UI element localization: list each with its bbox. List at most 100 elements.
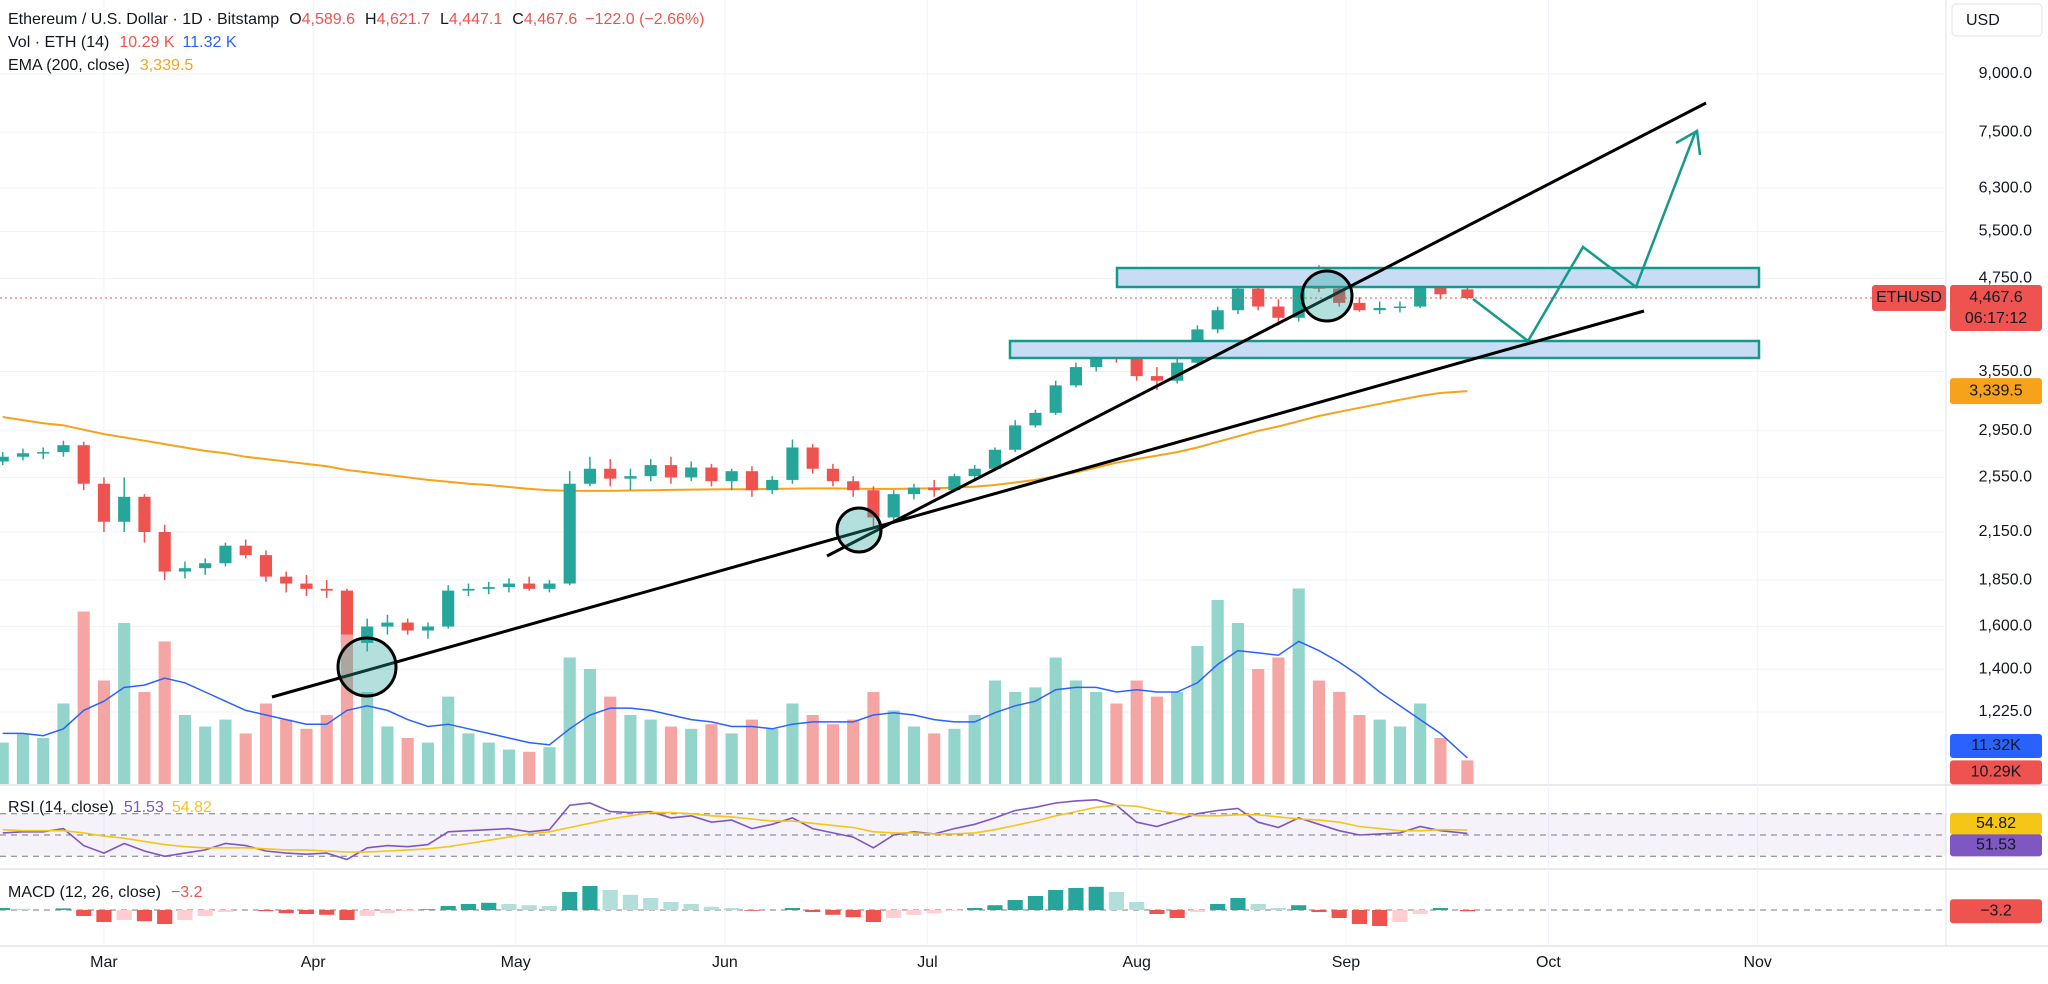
macd-bar (1129, 902, 1145, 910)
highlight-circle (835, 506, 883, 554)
volume-bar (0, 742, 9, 784)
projection-arrow (1472, 132, 1697, 343)
volume-ma-line (2, 640, 1468, 759)
macd-bar (926, 910, 942, 914)
macd-bar (1270, 908, 1287, 910)
rsi-line (2, 798, 1468, 861)
price-tag (1950, 285, 2042, 332)
axis-tag-label: 3,339.5 (1969, 382, 2022, 399)
y-tick-label: 9,000.0 (1979, 65, 2032, 82)
candle-body (381, 622, 394, 627)
ema-legend: EMA (200, close) 3,339.5 (8, 57, 193, 74)
volume-bar (1252, 669, 1265, 784)
candle-body (259, 555, 273, 577)
macd-bar (683, 904, 699, 910)
volume-bar (1009, 692, 1022, 784)
candle-body (1373, 308, 1386, 311)
candle-body (887, 494, 900, 518)
volume-bar (1312, 680, 1326, 784)
macd-bar (1331, 910, 1347, 918)
highlight-circle (336, 636, 398, 698)
candle-body (705, 467, 718, 482)
y-tick-label: 5,500.0 (1979, 223, 2032, 240)
volume-legend: Vol · ETH (14) 10.29 K 11.32 K (8, 34, 237, 51)
axis-tag-label: 51.53 (1976, 837, 2016, 854)
volume-bar (826, 724, 840, 784)
macd-bar (501, 904, 517, 910)
macd-bar (1372, 910, 1388, 926)
volume-bar (806, 715, 819, 784)
macd-bar (278, 910, 294, 914)
volume-bar (239, 733, 252, 784)
y-tick-label: 1,225.0 (1979, 703, 2032, 720)
candle-body (1211, 310, 1224, 330)
macd-bar (339, 910, 355, 920)
volume-bar (523, 751, 536, 784)
volume-bar (543, 747, 556, 784)
trend-line (826, 101, 1707, 558)
candle-body (401, 622, 414, 631)
macd-bar (76, 910, 92, 916)
volume-bar (583, 669, 597, 784)
currency[interactable]: USD (1966, 12, 2000, 29)
macd-bar (197, 910, 213, 916)
candle-body (988, 449, 1002, 469)
macd-bar (643, 898, 659, 910)
macd-bar (987, 905, 1003, 910)
macd-bar (15, 908, 31, 910)
symbol: Ethereum / U.S. Dollar · 1D · Bitstamp (8, 11, 279, 28)
macd-bar (1432, 908, 1449, 910)
candle-body (1353, 302, 1366, 311)
ohlc-key: O (289, 11, 301, 28)
macd-bar (541, 906, 558, 910)
volume-bar (16, 733, 30, 784)
macd-bar (1291, 905, 1307, 910)
macd-bar (460, 904, 477, 910)
candle-body (1461, 289, 1474, 299)
volume-bar (786, 703, 799, 784)
volume-bar (421, 742, 435, 784)
currency-box[interactable] (1951, 3, 2043, 37)
volume-bar (1414, 703, 1427, 784)
axis-tag-label: 11.32K (1971, 737, 2021, 754)
volume-bar (1292, 588, 1305, 784)
rsi-legend: RSI (14, close) 51.53 54.82 (8, 799, 212, 816)
axis-tag (1950, 760, 2042, 785)
volume-bar (482, 742, 495, 784)
ohlc-value: 4,447.1 (449, 11, 502, 28)
macd-bar (1108, 892, 1125, 910)
macd-bar (805, 910, 821, 912)
volume-bar (1130, 680, 1143, 784)
macd-bar (379, 910, 396, 914)
macd-bar (298, 910, 315, 914)
axis-tag (1950, 834, 2042, 857)
volume-bar (442, 696, 455, 784)
macd-bar (1311, 910, 1327, 912)
macd-bar (1149, 910, 1165, 914)
volume-bar (77, 611, 90, 784)
macd-bar (217, 910, 234, 912)
axis-tag (1950, 812, 2042, 835)
volume-bar (97, 680, 111, 784)
y-tick-label: 2,550.0 (1979, 469, 2032, 486)
volume-bar (320, 715, 333, 784)
macd-bar (724, 908, 740, 910)
macd-bar (136, 910, 153, 922)
candle-body (806, 447, 819, 469)
volume-bar (199, 726, 212, 784)
volume-bar (57, 703, 70, 784)
volume-bar (563, 657, 576, 784)
value: 51.53 (124, 799, 164, 816)
volume-bar (1211, 600, 1224, 784)
candle-body (1029, 412, 1042, 426)
volume-bar (928, 733, 941, 784)
volume-bar (1393, 726, 1407, 784)
candle-body (1272, 306, 1285, 318)
macd-bar (96, 910, 112, 922)
macd-bar (319, 910, 335, 915)
title: MACD (12, 26, close) (8, 884, 161, 901)
candle-body (604, 468, 617, 479)
volume-bar (847, 719, 860, 784)
volume-bar (1049, 657, 1062, 784)
